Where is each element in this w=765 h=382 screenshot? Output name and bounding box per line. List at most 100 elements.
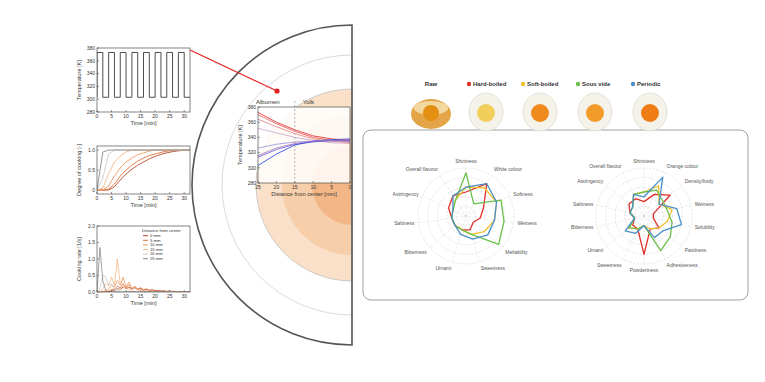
y-tick: [97, 170, 99, 171]
y-tick-label: 0.5: [88, 167, 95, 173]
x-axis-label: Time [min]: [131, 300, 157, 306]
egg-photo: [578, 93, 612, 131]
x-tick-label: 10: [123, 195, 129, 201]
x-tick-label: 15: [138, 113, 144, 119]
egg-photo-yolk: [641, 104, 659, 122]
series-line: [97, 150, 190, 190]
x-tick-label: 30: [181, 113, 187, 119]
radar-spoke: [430, 216, 466, 247]
egg-photo: [469, 93, 503, 131]
legend-dot: [576, 82, 580, 86]
y-tick-label: 320: [248, 149, 257, 155]
plot-bg: [97, 48, 190, 112]
category-label: Bitterness: [404, 249, 427, 255]
category-label: Shininess: [455, 158, 477, 164]
photo-label: Periodic: [637, 81, 661, 87]
category-label: Wetness: [695, 201, 715, 207]
category-label: Adhesiveness: [667, 262, 699, 268]
radar-spoke: [597, 216, 644, 227]
y-tick-label: 340: [87, 70, 96, 76]
x-tick: [313, 181, 314, 183]
egg-photo-yolk: [423, 105, 439, 121]
x-tick-label: 25: [255, 184, 261, 190]
radar-spoke: [644, 216, 645, 264]
x-tick-label: 30: [181, 293, 187, 299]
category-label: Sweetness: [597, 262, 622, 268]
legend-title: Distance from center: [142, 228, 181, 233]
category-label: Umami: [588, 247, 604, 253]
x-tick-label: 10: [123, 293, 129, 299]
category-label: Saltiness: [573, 201, 594, 207]
pointer-dot: [274, 88, 279, 93]
y-axis-label: Degree of cooking [-]: [76, 144, 82, 196]
x-tick-label: 5: [110, 113, 113, 119]
radar-spoke: [606, 186, 644, 216]
plot-frame: [97, 226, 190, 292]
category-label: Wetness: [517, 220, 537, 226]
series-line: [97, 150, 190, 190]
category-label: Overall flavour: [406, 166, 439, 172]
x-tick-label: 0: [96, 293, 99, 299]
category-label: Bitterness: [571, 224, 594, 230]
series-line: [258, 139, 350, 166]
legend-swatch: [143, 258, 148, 259]
chart: 051015202530280300320340360380Time [min]…: [76, 45, 190, 126]
egg-photo: [633, 93, 667, 131]
series-line: [97, 150, 190, 190]
x-tick: [140, 110, 141, 112]
egg-diagram: [192, 25, 352, 345]
category-label: Overall flavour: [589, 163, 622, 169]
x-tick: [276, 181, 277, 183]
x-tick: [184, 192, 185, 194]
legend-swatch: [143, 254, 148, 255]
x-tick: [155, 192, 156, 194]
photo-label: Soft-boiled: [527, 81, 559, 87]
x-tick-label: 25: [167, 113, 173, 119]
x-tick: [155, 110, 156, 112]
legend-swatch: [143, 244, 148, 245]
legend-dot: [467, 82, 471, 86]
category-label: Umami: [436, 265, 452, 271]
y-tick-label: 380: [87, 45, 96, 51]
category-label: Powderiness: [630, 267, 659, 273]
yolk-boundary: [294, 101, 295, 183]
category-label: Solubility: [695, 224, 716, 230]
y-tick-label: 0: [92, 187, 95, 193]
series-line: [97, 52, 190, 97]
x-tick: [169, 192, 170, 194]
x-tick-label: 30: [181, 195, 187, 201]
plot-frame: [97, 48, 190, 112]
x-tick-label: 0: [349, 184, 352, 190]
plot-bg: [97, 146, 190, 194]
plot-frame: [258, 107, 350, 183]
category-label: Density/body: [685, 178, 714, 184]
x-tick: [169, 110, 170, 112]
x-tick-label: 5: [330, 184, 333, 190]
y-tick-label: 360: [87, 58, 96, 64]
category-label: Astringency: [577, 178, 604, 184]
series-line: [258, 115, 350, 142]
legend-dot: [631, 82, 635, 86]
x-tick-label: 10: [123, 113, 129, 119]
egg-photo-yolk: [477, 104, 495, 122]
egg-photo: [411, 99, 451, 129]
panel-frame: [363, 130, 748, 300]
egg-photo-yolk: [531, 104, 549, 122]
plot-frame: [97, 146, 190, 194]
radar-ring: [418, 168, 514, 264]
series-group: [97, 247, 190, 292]
y-tick-label: 380: [248, 104, 257, 110]
x-axis-label: Distance from center [mm]: [271, 191, 337, 197]
x-tick-label: 25: [167, 293, 173, 299]
category-label: Sweetness: [481, 265, 506, 271]
series-line: [258, 140, 350, 156]
series-line: [97, 259, 190, 292]
y-tick: [97, 242, 99, 243]
series-line: [97, 150, 190, 190]
x-tick: [140, 192, 141, 194]
egg-photo: [523, 93, 557, 131]
yolk-area: [256, 89, 352, 281]
x-tick: [126, 110, 127, 112]
x-tick-label: 20: [274, 184, 280, 190]
y-tick: [97, 99, 99, 100]
